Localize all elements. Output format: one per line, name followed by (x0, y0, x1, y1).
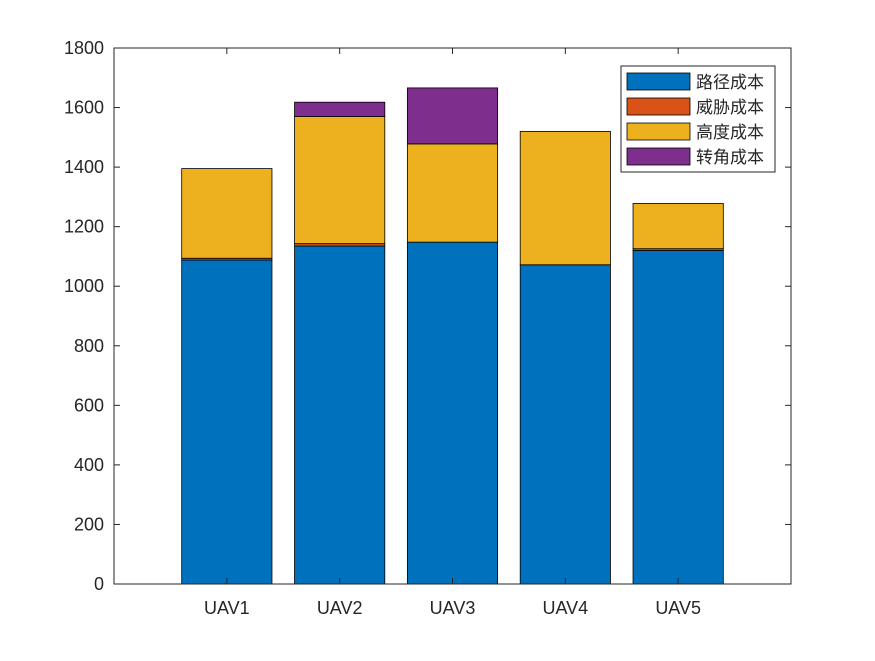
x-tick-label-uav4: UAV4 (542, 598, 588, 618)
legend-swatch-series-4 (626, 147, 691, 166)
bar-segment-uav3-series-4 (406, 87, 499, 145)
bar-segment-uav1-series-1 (181, 259, 273, 585)
y-tick-label: 1000 (64, 276, 104, 296)
bar-segment-uav5-series-3 (632, 203, 724, 250)
bar-segment-uav2-series-1 (294, 245, 386, 585)
x-tick-label-uav2: UAV2 (317, 598, 363, 618)
legend-label-series-4: 转角成本 (696, 148, 764, 168)
y-tick-label: 1800 (64, 38, 104, 58)
bar-segment-uav2-series-3 (294, 116, 386, 245)
legend-swatch-series-1 (626, 72, 691, 91)
bars-layer (181, 87, 724, 585)
legend-swatch-series-2 (626, 97, 691, 116)
y-tick-label: 400 (74, 455, 104, 475)
y-tick-label: 1400 (64, 157, 104, 177)
x-tick-label-uav1: UAV1 (204, 598, 250, 618)
bar-segment-uav5-series-1 (632, 250, 724, 585)
legend-label-series-1: 路径成本 (696, 73, 764, 93)
x-tick-label-uav3: UAV3 (430, 598, 476, 618)
y-tick-label: 200 (74, 514, 104, 534)
legend-label-series-2: 威胁成本 (696, 98, 764, 118)
y-tick-label: 600 (74, 395, 104, 415)
legend-swatch-series-3 (626, 122, 691, 141)
axes-layer: 0 200 400 600 800 1000 1200 1400 1600 1800 UAV1 UAV… (64, 38, 792, 618)
y-tick-label: 1600 (64, 98, 104, 118)
y-tick-label: 1200 (64, 217, 104, 237)
bar-segment-uav4-series-1 (519, 264, 611, 585)
bar-segment-uav2-series-4 (294, 101, 386, 117)
bar-segment-uav1-series-3 (181, 168, 273, 259)
bar-segment-uav4-series-3 (519, 130, 611, 266)
x-tick-label-uav5: UAV5 (655, 598, 701, 618)
y-tick-label: 0 (94, 574, 104, 594)
y-tick-label: 800 (74, 336, 104, 356)
bar-segment-uav3-series-1 (406, 241, 499, 585)
bar-segment-uav3-series-3 (406, 143, 499, 243)
legend-label-series-3: 高度成本 (696, 123, 764, 143)
